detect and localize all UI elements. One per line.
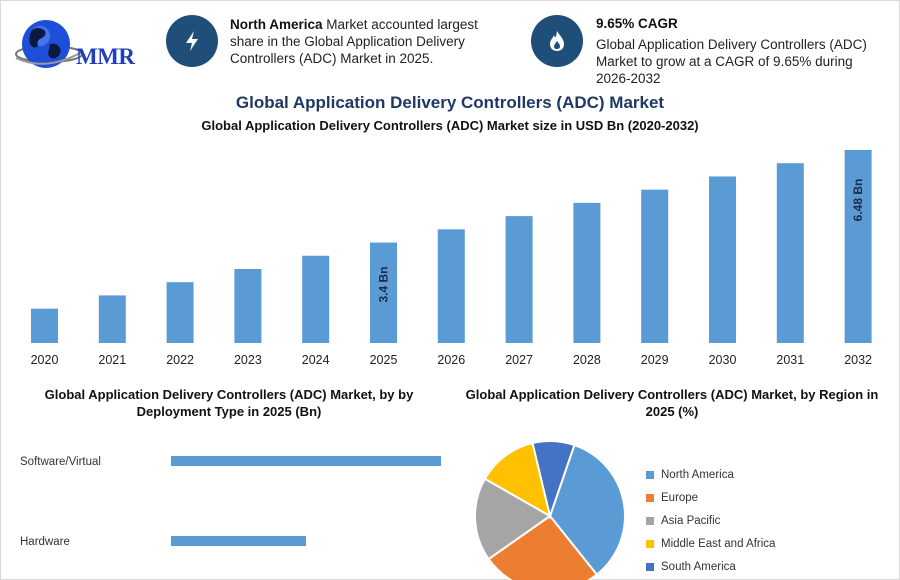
- legend-item: North America: [646, 463, 775, 486]
- chart-subtitle: Global Application Delivery Controllers …: [201, 118, 699, 133]
- legend-swatch: [646, 539, 654, 548]
- x-tick-label: 2028: [573, 353, 601, 367]
- pie-slice-europe: [487, 514, 599, 580]
- bar-2020: [31, 308, 58, 343]
- pie-slice-asia-pacific: [474, 477, 552, 561]
- region-chart-title: Global Application Delivery Controllers …: [465, 387, 879, 419]
- legend-swatch: [646, 562, 654, 571]
- x-tick-label: 2023: [234, 353, 262, 367]
- x-tick-label: 2027: [505, 353, 533, 367]
- hbar-category-label: Software/Virtual: [20, 456, 101, 468]
- legend-item: South America: [646, 555, 775, 578]
- bar-2029: [641, 189, 669, 343]
- flame-icon: [531, 15, 583, 67]
- legend-item: Middle East and Africa: [646, 532, 775, 555]
- x-tick-label: 2030: [709, 353, 737, 367]
- lightning-icon: [166, 15, 218, 67]
- x-tick-label: 2032: [844, 353, 872, 367]
- bar-2032: [844, 150, 872, 343]
- bar-2022: [166, 282, 194, 343]
- info-highlight: North America: [230, 17, 323, 32]
- x-tick-label: 2031: [776, 353, 804, 367]
- deployment-type-bar-chart: Software/Virtual Hardware: [20, 456, 441, 548]
- bar-2023: [234, 268, 262, 343]
- bar-2027: [505, 216, 533, 343]
- globe-icon: [15, 20, 83, 68]
- hbar-category-label: Hardware: [20, 536, 70, 548]
- pie-legend: North America Europe Asia Pacific Middle Ea…: [646, 463, 775, 578]
- hbar-software-virtual: [171, 456, 441, 466]
- market-size-bar-chart: 2020 2021 2022 2023 2024 2025 3.4 Bn 2026 2027 20…: [31, 150, 872, 367]
- x-tick-label: 2020: [31, 353, 59, 367]
- x-tick-label: 2029: [641, 353, 669, 367]
- pie-slice-middle-east-and-africa: [483, 441, 552, 519]
- legend-swatch: [646, 470, 654, 479]
- legend-label: South America: [661, 560, 736, 573]
- legend-item: Asia Pacific: [646, 509, 775, 532]
- pie-slice-north-america: [548, 443, 626, 576]
- bar-2030: [709, 176, 736, 343]
- legend-label: Asia Pacific: [661, 514, 721, 527]
- info-body: Market accounted largest share in the Gl…: [230, 17, 478, 66]
- cagr-title: 9.65% CAGR: [596, 16, 678, 31]
- bar-2026: [437, 229, 465, 343]
- legend-label: North America: [661, 468, 734, 481]
- legend-item: Europe: [646, 486, 775, 509]
- legend-label: Europe: [661, 491, 699, 504]
- info-cagr: 9.65% CAGR Global Application Delivery C…: [596, 15, 886, 87]
- info-north-america: North America Market accounted largest s…: [230, 16, 505, 67]
- bar-2028: [573, 202, 601, 343]
- legend-label: Middle East and Africa: [661, 537, 776, 550]
- bar-2021: [98, 295, 126, 343]
- legend-swatch: [646, 493, 654, 502]
- bar-2024: [302, 255, 330, 343]
- deployment-chart-title: Global Application Delivery Controllers …: [44, 387, 414, 419]
- x-tick-label: 2021: [98, 353, 126, 367]
- bar-data-label: 6.48 Bn: [851, 179, 865, 222]
- pie-slice-south-america: [531, 440, 576, 520]
- chart-main-title: Global Application Delivery Controllers …: [235, 93, 665, 112]
- bar-data-label: 3.4 Bn: [377, 267, 391, 303]
- cagr-body: Global Application Delivery Controllers …: [596, 37, 867, 86]
- hbar-hardware: [171, 536, 306, 546]
- region-pie-chart: [474, 440, 626, 580]
- x-tick-label: 2025: [370, 353, 398, 367]
- logo-text: MMR: [76, 44, 135, 69]
- bar-2025: [370, 242, 397, 343]
- x-tick-label: 2022: [166, 353, 194, 367]
- bar-2031: [776, 163, 804, 343]
- mmr-logo: MMR: [14, 14, 139, 78]
- x-tick-label: 2024: [302, 353, 330, 367]
- legend-swatch: [646, 516, 654, 525]
- x-tick-label: 2026: [437, 353, 465, 367]
